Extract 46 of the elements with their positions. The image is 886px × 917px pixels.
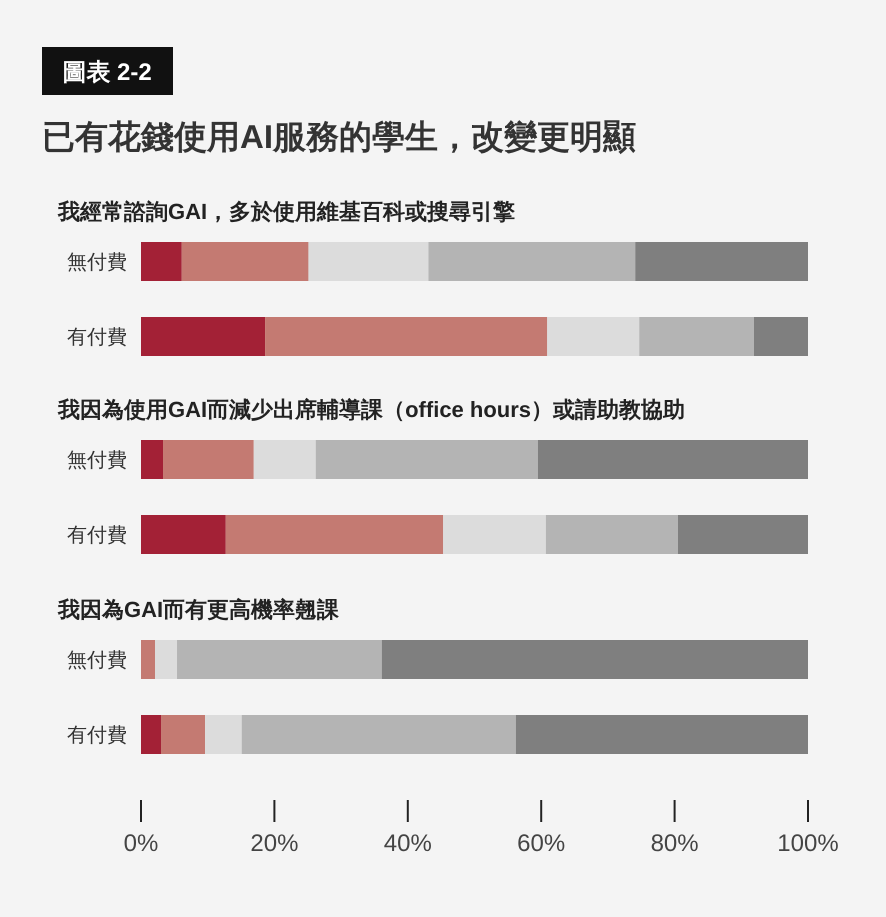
bar — [538, 440, 808, 479]
bar — [316, 440, 538, 479]
chart-title: 已有花錢使用AI服務的學生，改變更明顯 — [42, 118, 636, 155]
bar — [141, 440, 164, 479]
chart-title: 我因為GAI而有更高機率翹課 — [57, 597, 340, 622]
bar — [635, 242, 808, 281]
y-tick-label: 有付費 — [67, 524, 127, 546]
bar — [163, 440, 254, 479]
bar — [546, 515, 678, 554]
bar — [547, 317, 640, 356]
y-tick-label: 有付費 — [67, 724, 127, 746]
y-tick-label: 無付費 — [67, 450, 127, 472]
x-tick-label: 40% — [384, 830, 432, 857]
bar — [226, 515, 444, 554]
bar — [182, 242, 308, 281]
bar — [141, 242, 182, 281]
bar — [155, 640, 178, 679]
bar — [205, 715, 242, 754]
y-tick-label: 無付費 — [67, 650, 127, 672]
bar — [141, 515, 226, 554]
x-tick-label: 100% — [777, 830, 839, 857]
bar — [177, 640, 382, 679]
y-tick-label: 無付費 — [67, 252, 127, 274]
bar — [639, 317, 754, 356]
bar — [428, 242, 636, 281]
bar — [141, 715, 162, 754]
bar — [443, 515, 546, 554]
bar — [382, 640, 808, 679]
bar — [161, 715, 206, 754]
x-tick-label: 80% — [650, 830, 699, 857]
bar — [141, 317, 266, 356]
chart-subtitle: 我經常諮詢GAI，多於使用維基百科或搜尋引擎 — [57, 199, 516, 224]
bar — [242, 715, 516, 754]
bar — [754, 317, 808, 356]
x-tick-label: 0% — [124, 830, 158, 857]
bar — [265, 317, 548, 356]
bar — [141, 640, 156, 679]
y-tick-label: 有付費 — [67, 326, 127, 348]
x-tick-label: 60% — [517, 830, 566, 857]
x-tick-label: 20% — [250, 830, 298, 857]
bar — [308, 242, 428, 281]
bar — [254, 440, 316, 479]
text: 圖表 2-2 — [62, 59, 152, 86]
bar — [516, 715, 808, 754]
bar — [678, 515, 808, 554]
chart-title: 我因為使用GAI而減少出席輔導課（office hours）或請助教協助 — [57, 397, 686, 422]
